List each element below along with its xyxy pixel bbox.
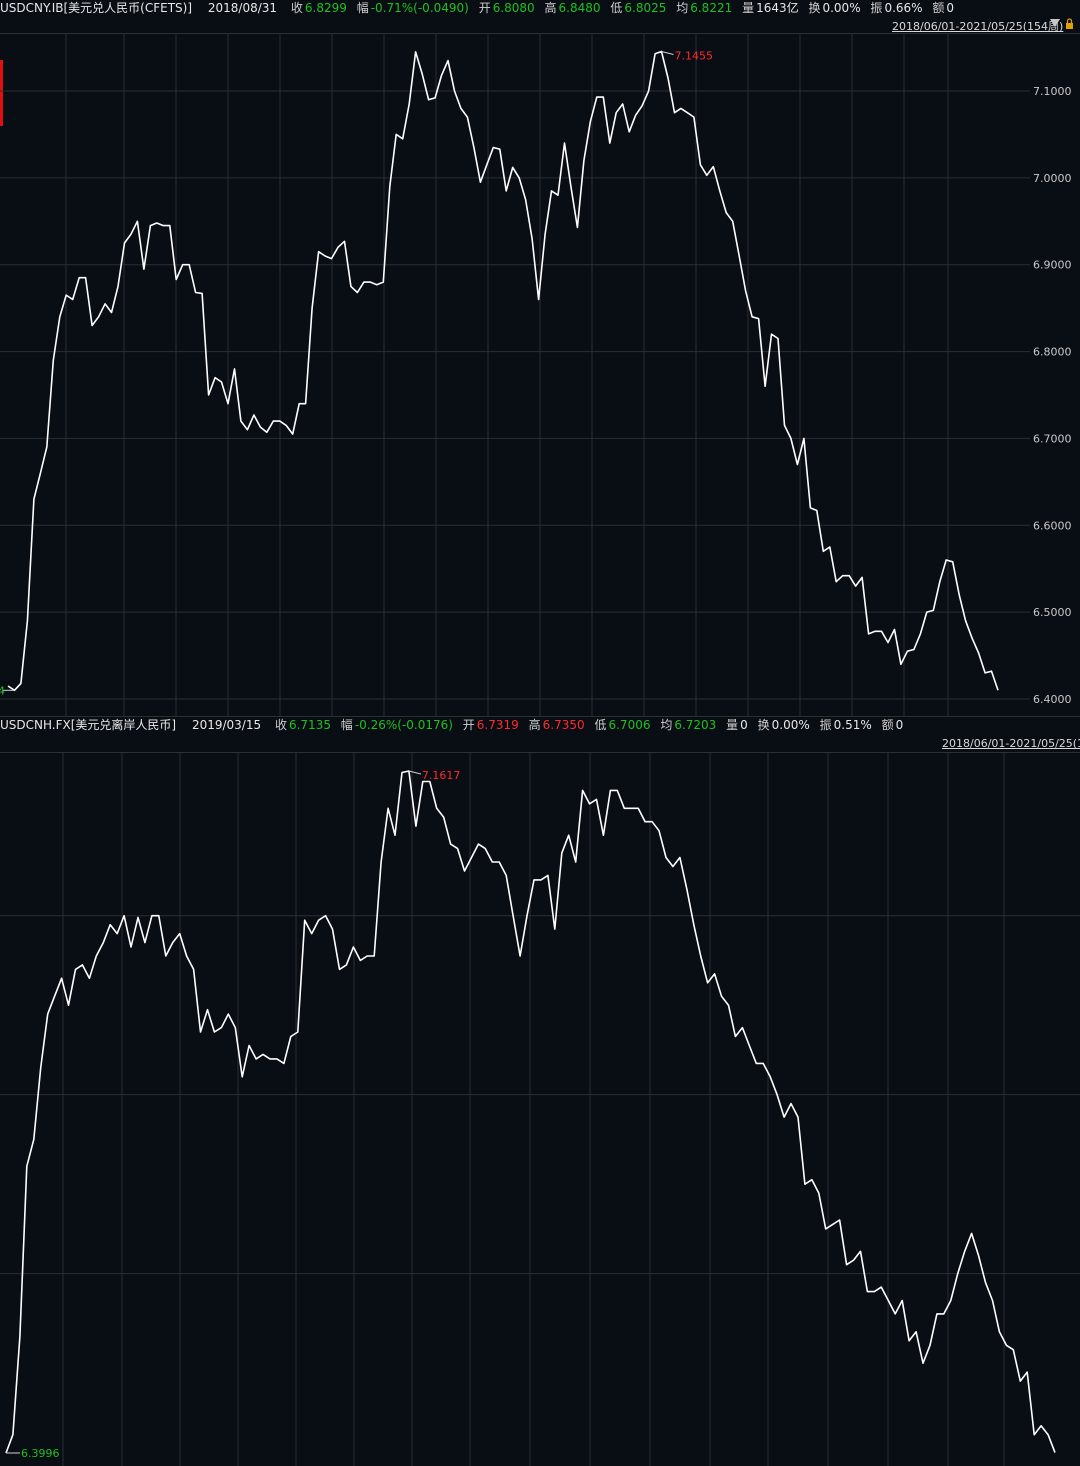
panel1-avg-label: 均 (676, 1, 689, 15)
y-tick-label: 6.9000 (1033, 259, 1072, 272)
panel1-symbol[interactable]: USDCNY.IB[美元兑人民币(CFETS)] (0, 1, 193, 15)
panel2-header: USDCNH.FX[美元兑离岸人民币] 2019/03/15 收 6.7135 幅… (0, 717, 1080, 733)
panel2-open-label: 开 (462, 718, 475, 732)
panel1-date-range[interactable]: 2018/06/01-2021/05/25(154周) (892, 20, 1064, 33)
high-value-label: 7.1617 (422, 769, 461, 782)
panel1-amount-label: 额 (932, 1, 945, 15)
panel2-amplitude-label: 振 (819, 718, 832, 732)
panel2-low-label: 低 (594, 718, 607, 732)
y-tick-label: 6.6000 (1033, 519, 1072, 532)
panel1-chart[interactable]: 7.1000 7.0000 6.9000 6.8000 6.7000 6.6000 6.50… (0, 34, 1080, 716)
panel2-change: -0.26%(-0.0176) (354, 718, 453, 732)
panel1-turnover: 0.00% (822, 1, 861, 15)
panel2-close: 6.7135 (288, 718, 331, 732)
panel2-date: 2019/03/15 (191, 718, 262, 732)
panel1-open-label: 开 (478, 1, 491, 15)
price-line[interactable] (7, 50, 999, 692)
panel2-amplitude: 0.51% (833, 718, 872, 732)
panel2-vol: 0 (740, 718, 748, 732)
panel2-low: 6.7006 (608, 718, 651, 732)
panel2-vol-label: 量 (726, 718, 739, 732)
panel1-side-marker (0, 60, 3, 126)
panel2-close-label: 收 (274, 718, 287, 732)
panel1-change: -0.71%(-0.0490) (370, 1, 469, 15)
vertical-gridlines (65, 34, 949, 716)
y-tick-label: 6.8000 (1033, 346, 1072, 359)
panel2-high: 6.7350 (542, 718, 585, 732)
panel1-high-label: 高 (544, 1, 557, 15)
panel1-amplitude-label: 振 (870, 1, 883, 15)
high-pointer (408, 770, 422, 775)
panel1-top-divider (0, 33, 1080, 34)
lock-icon[interactable] (1066, 23, 1073, 29)
panel1-close: 6.8299 (304, 1, 347, 15)
vertical-gridlines (62, 753, 1005, 1466)
panel2-turnover: 0.00% (771, 718, 810, 732)
horizontal-gridlines (0, 90, 1030, 700)
panel2-open: 6.7319 (476, 718, 519, 732)
panel2-amount: 0 (895, 718, 904, 732)
panel2-change-label: 幅 (340, 718, 353, 732)
panel1-avg: 6.8221 (690, 1, 733, 15)
panel2-avg: 6.7203 (674, 718, 717, 732)
panel2-chart[interactable]: 7.1617 6.3996 (0, 753, 1080, 1466)
panel1-low-label: 低 (610, 1, 623, 15)
low-value-label: 6.3996 (21, 1447, 60, 1460)
panel1-vol-label: 量 (742, 1, 755, 15)
y-tick-label: 7.1000 (1033, 85, 1072, 98)
panel2-top-divider (0, 716, 1080, 717)
panel2-date-range[interactable]: 2018/06/01-2021/05/25(1 (942, 737, 1080, 750)
y-tick-label: 6.7000 (1033, 432, 1072, 445)
price-line[interactable] (5, 770, 1056, 1454)
panel2-turnover-label: 换 (757, 718, 770, 732)
panel1-change-label: 幅 (356, 1, 369, 15)
y-axis-ticks: 7.1000 7.0000 6.9000 6.8000 6.7000 6.6000 6.50… (1033, 85, 1072, 706)
panel1-date: 2018/08/31 (207, 1, 278, 15)
high-value-label: 7.1455 (675, 49, 714, 62)
low-value-label: 6.4064 (0, 684, 5, 697)
panel1-header: USDCNY.IB[美元兑人民币(CFETS)] 2018/08/31 收 6.8… (0, 0, 1080, 16)
panel1-low: 6.8025 (624, 1, 667, 15)
panel2-high-label: 高 (528, 718, 541, 732)
panel1-amount: 0 (946, 1, 955, 15)
panel1-close-label: 收 (290, 1, 303, 15)
y-tick-label: 6.4000 (1033, 693, 1072, 706)
panel1-amplitude: 0.66% (884, 1, 923, 15)
panel2-chart-divider (0, 752, 1080, 753)
panel2-amount-label: 额 (881, 718, 894, 732)
panel1-open: 6.8080 (492, 1, 535, 15)
panel2-avg-label: 均 (660, 718, 673, 732)
high-pointer (661, 50, 674, 55)
y-tick-label: 7.0000 (1033, 172, 1072, 185)
y-tick-label: 6.5000 (1033, 606, 1072, 619)
panel1-vol: 1643亿 (756, 1, 799, 15)
range-dropdown-icon[interactable] (1050, 18, 1076, 32)
panel1-high: 6.8480 (558, 1, 601, 15)
chevron-down-icon[interactable] (1050, 19, 1060, 27)
panel1-turnover-label: 换 (808, 1, 821, 15)
horizontal-gridlines (0, 915, 1080, 1275)
panel2-symbol[interactable]: USDCNH.FX[美元兑离岸人民币] (0, 718, 177, 732)
